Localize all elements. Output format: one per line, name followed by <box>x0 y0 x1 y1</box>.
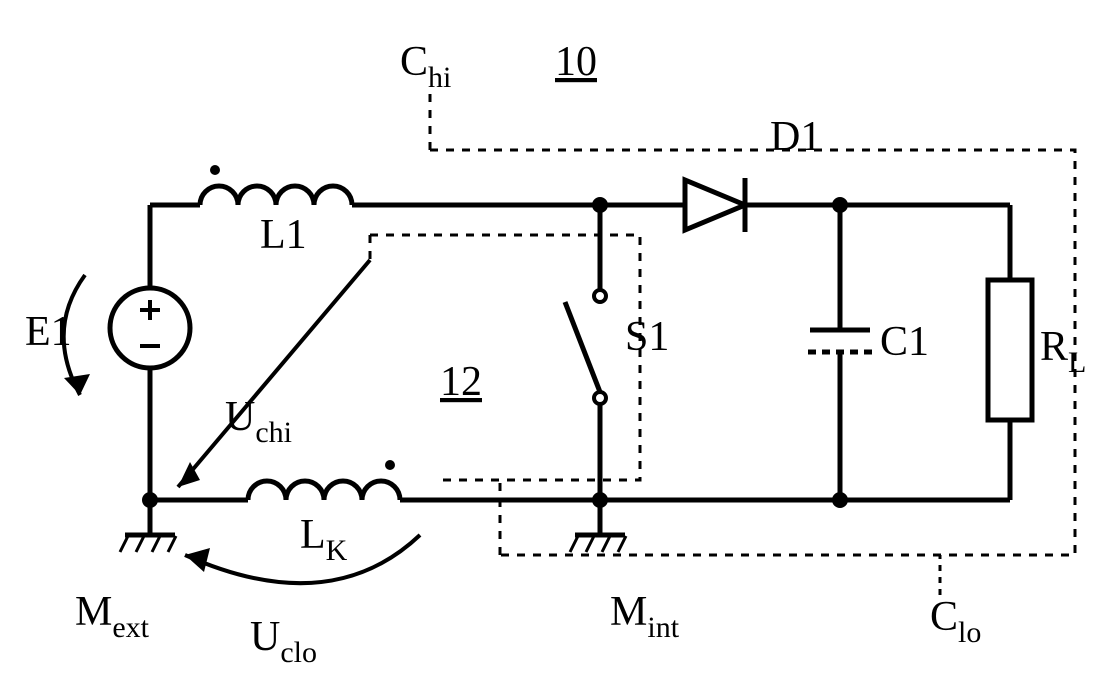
label-Uchi: Uchi <box>225 394 292 449</box>
enclosure-10 <box>430 90 1075 555</box>
label-Uclo: Uclo <box>250 614 317 669</box>
label-ref10: 10 <box>555 39 597 85</box>
inductor-L1 <box>200 165 352 205</box>
ground-Mext <box>120 500 176 552</box>
arrow-Uchi <box>178 260 370 487</box>
label-Clo: Clo <box>930 594 981 649</box>
capacitor-C1 <box>808 205 872 500</box>
label-Chi: Chi <box>400 39 451 94</box>
label-Mext: Mext <box>75 589 150 644</box>
label-C1: C1 <box>880 319 929 365</box>
source-E1 <box>110 205 190 500</box>
inductor-LK <box>248 460 400 500</box>
ground-Mint <box>570 500 626 552</box>
label-L1: L1 <box>260 212 307 258</box>
label-E1: E1 <box>25 309 72 355</box>
label-D1: D1 <box>770 114 821 160</box>
label-ref12: 12 <box>440 359 482 405</box>
resistor-RL <box>988 280 1032 420</box>
switch-S1 <box>565 205 606 500</box>
label-Mint: Mint <box>610 589 680 644</box>
label-LK: LK <box>300 512 348 567</box>
label-S1: S1 <box>625 314 669 360</box>
label-RL: RL <box>1040 324 1086 379</box>
circuit-diagram: Chi 10 D1 L1 E1 S1 C1 RL 12 Uchi LK Mext… <box>0 0 1118 679</box>
